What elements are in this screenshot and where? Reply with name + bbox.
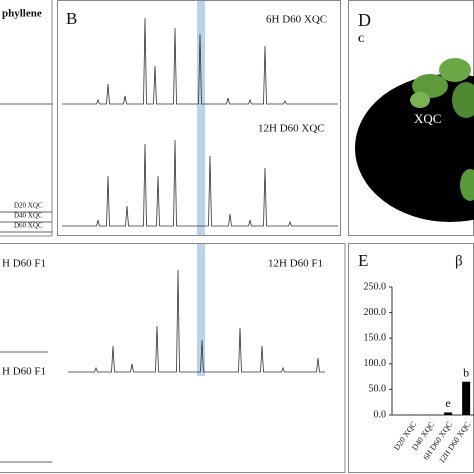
y-tick-label: 0.0	[374, 409, 387, 420]
panel-b: B 6H D60 XQC 12H D60 XQC	[57, 0, 341, 236]
bar	[462, 381, 471, 415]
bar	[444, 412, 453, 415]
leaf	[412, 74, 448, 98]
leaf	[460, 169, 474, 201]
trace-label: H D60 F1	[2, 366, 46, 378]
leaf	[439, 58, 471, 82]
trace-label: H D60 F1	[2, 258, 46, 270]
trace	[62, 139, 338, 227]
plant-label: XQC	[414, 111, 441, 126]
panel-c: H D60 F1 12H D60 F1 H D60 F1	[0, 243, 346, 473]
y-tick-label: 50.0	[369, 384, 387, 395]
trace-label: 12H D60 XQC	[258, 123, 325, 135]
photo-background	[355, 74, 474, 222]
trace	[68, 269, 325, 373]
panel-a: phyllene D20 XQC D40 XQC D60 XQC	[0, 0, 53, 237]
y-tick-label: 200.0	[364, 307, 387, 318]
y-tick-label: 250.0	[364, 281, 387, 292]
highlight-band	[197, 1, 205, 235]
panel-border	[0, 243, 346, 473]
panel-title: phyllene	[2, 8, 42, 20]
trace-label: D20 XQC	[14, 202, 43, 210]
panel-label: B	[66, 9, 77, 28]
trace-label: 6H D60 XQC	[266, 14, 327, 26]
leaf	[452, 82, 474, 118]
significance-letter: e	[445, 396, 450, 410]
highlight-band	[197, 244, 205, 376]
trace-label: D60 XQC	[14, 222, 43, 230]
panel-label: E	[358, 251, 368, 270]
trace	[0, 351, 52, 463]
significance-letter: b	[463, 365, 469, 379]
y-tick-label: 150.0	[364, 332, 387, 343]
panel-sublabel: C	[358, 34, 365, 44]
trace	[0, 211, 52, 233]
panel-label: D	[358, 10, 371, 30]
trace-label: 12H D60 F1	[268, 258, 323, 270]
trace-label: D40 XQC	[14, 212, 43, 220]
leaf	[410, 92, 430, 108]
panel-d: D C XQC	[348, 0, 474, 236]
y-tick-label: 100.0	[364, 358, 387, 369]
panel-border	[348, 243, 474, 473]
trace	[62, 17, 338, 105]
panel-border	[57, 0, 341, 236]
panel-title: β	[455, 253, 463, 269]
